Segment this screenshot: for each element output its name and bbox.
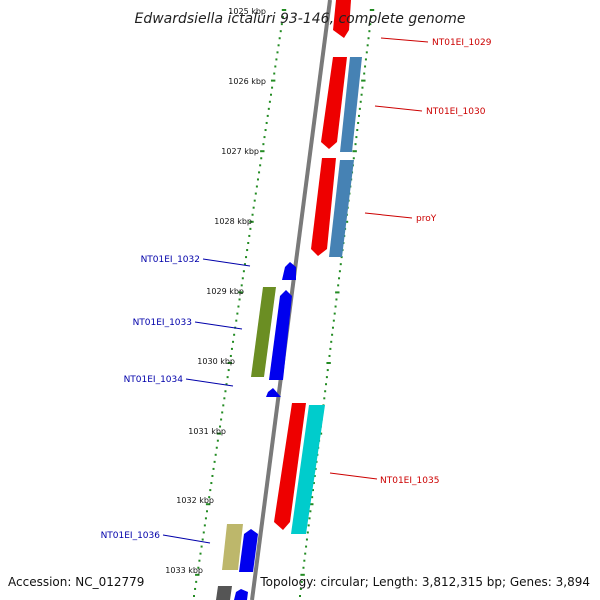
map-title: Edwardsiella ictaluri 93-146, complete g…: [134, 11, 465, 27]
gene-nt01ei-1030-feature: [340, 57, 362, 152]
gene-nt01ei-1029-cds[interactable]: [333, 0, 351, 38]
reverse-features: [216, 262, 296, 600]
gene-label-nt01ei-1033: NT01EI_1033: [133, 318, 192, 328]
gene-nt01ei-1036-feature: [222, 524, 243, 570]
gene-label-proy: proY: [416, 214, 437, 224]
leader-nt01ei-1030: [374, 105, 423, 112]
genome-stats-text: Topology: circular; Length: 3,812,315 bp…: [259, 575, 590, 589]
gene-nt01ei-1033-cds[interactable]: [269, 290, 292, 380]
gene-proy-feature: [329, 160, 354, 257]
leader-nt01ei-1034: [185, 378, 234, 387]
kbp-label: 1029 kbp: [206, 287, 244, 296]
leader-nt01ei-1035: [329, 472, 378, 480]
gene-nt01ei-1033-feature: [251, 287, 276, 377]
gene-nt01ei-1035-feature: [291, 405, 325, 534]
kbp-label: 1033 kbp: [165, 566, 203, 575]
leader-nt01ei-1029: [380, 37, 429, 43]
kbp-label: 1026 kbp: [228, 77, 266, 86]
gene-nt01ei-1035-cds[interactable]: [274, 403, 306, 530]
leader-nt01ei-1033: [194, 321, 243, 330]
kbp-label: 1027 kbp: [221, 147, 259, 156]
gene-nt01ei-1030-cds[interactable]: [321, 57, 347, 149]
leader-proy: [364, 212, 413, 219]
kbp-label: 1028 kbp: [214, 217, 252, 226]
gene-label-nt01ei-1032: NT01EI_1032: [141, 255, 200, 265]
gene-nt01ei-1034-cds[interactable]: [266, 388, 281, 397]
gene-nt01ei-1036-cds[interactable]: [239, 529, 258, 572]
gene-label-nt01ei-1030: NT01EI_1030: [426, 107, 486, 117]
gene-next-feature: [216, 586, 232, 600]
kbp-label: 1032 kbp: [176, 496, 214, 505]
leader-nt01ei-1036: [162, 534, 211, 544]
gene-label-nt01ei-1029: NT01EI_1029: [432, 38, 492, 48]
gene-label-nt01ei-1036: NT01EI_1036: [101, 531, 161, 541]
kbp-label: 1025 kbp: [228, 7, 266, 16]
gene-nt01ei-1032-cds[interactable]: [282, 262, 296, 280]
kbp-label: 1030 kbp: [197, 357, 235, 366]
gene-proy-cds[interactable]: [311, 158, 336, 256]
gene-label-nt01ei-1034: NT01EI_1034: [124, 375, 184, 385]
leader-nt01ei-1032: [202, 258, 251, 267]
kbp-label: 1031 kbp: [188, 427, 226, 436]
forward-features: [274, 0, 362, 534]
gene-label-nt01ei-1035: NT01EI_1035: [380, 476, 439, 486]
label-leaders: [162, 37, 429, 544]
accession-text: Accession: NC_012779: [8, 575, 144, 589]
gene-next-cds: [234, 589, 248, 600]
